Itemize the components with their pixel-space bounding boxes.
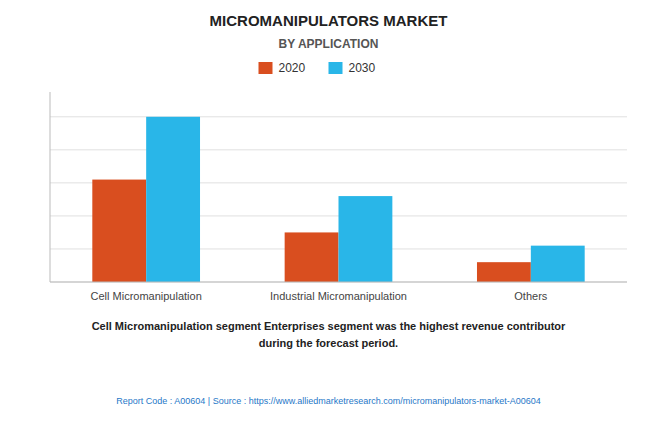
subtitle: BY APPLICATION: [279, 37, 379, 51]
bar: [339, 196, 393, 282]
x-tick-label: Others: [514, 290, 548, 302]
grid-line: [50, 282, 627, 283]
x-tick-label: Industrial Micromanipulation: [270, 290, 407, 302]
grid-line: [50, 116, 627, 117]
title: MICROMANIPULATORS MARKET: [210, 12, 448, 29]
footer: Report Code : A00604 | Source : https://…: [116, 396, 541, 406]
legend: 2020 2030: [259, 61, 376, 75]
legend-label: 2020: [279, 61, 306, 75]
legend-label: 2030: [349, 61, 376, 75]
x-tick-label: Cell Micromanipulation: [91, 290, 202, 302]
legend-swatch: [329, 62, 343, 74]
annotation: Cell Micromanipulation segment Enterpris…: [92, 320, 566, 349]
bar: [477, 262, 531, 282]
bar: [531, 246, 585, 282]
legend-swatch: [259, 62, 273, 74]
bar: [285, 232, 339, 282]
grid-line: [50, 149, 627, 150]
annotation-line: during the forecast period.: [259, 337, 398, 349]
bar: [92, 180, 146, 282]
chart: MICROMANIPULATORS MARKET BY APPLICATION 20…: [0, 0, 657, 426]
x-axis-line: [50, 282, 627, 283]
bars: [92, 117, 584, 282]
bar: [146, 117, 200, 282]
grid: [50, 117, 627, 282]
y-axis-line: [50, 92, 51, 282]
annotation-line: Cell Micromanipulation segment Enterpris…: [92, 320, 566, 332]
